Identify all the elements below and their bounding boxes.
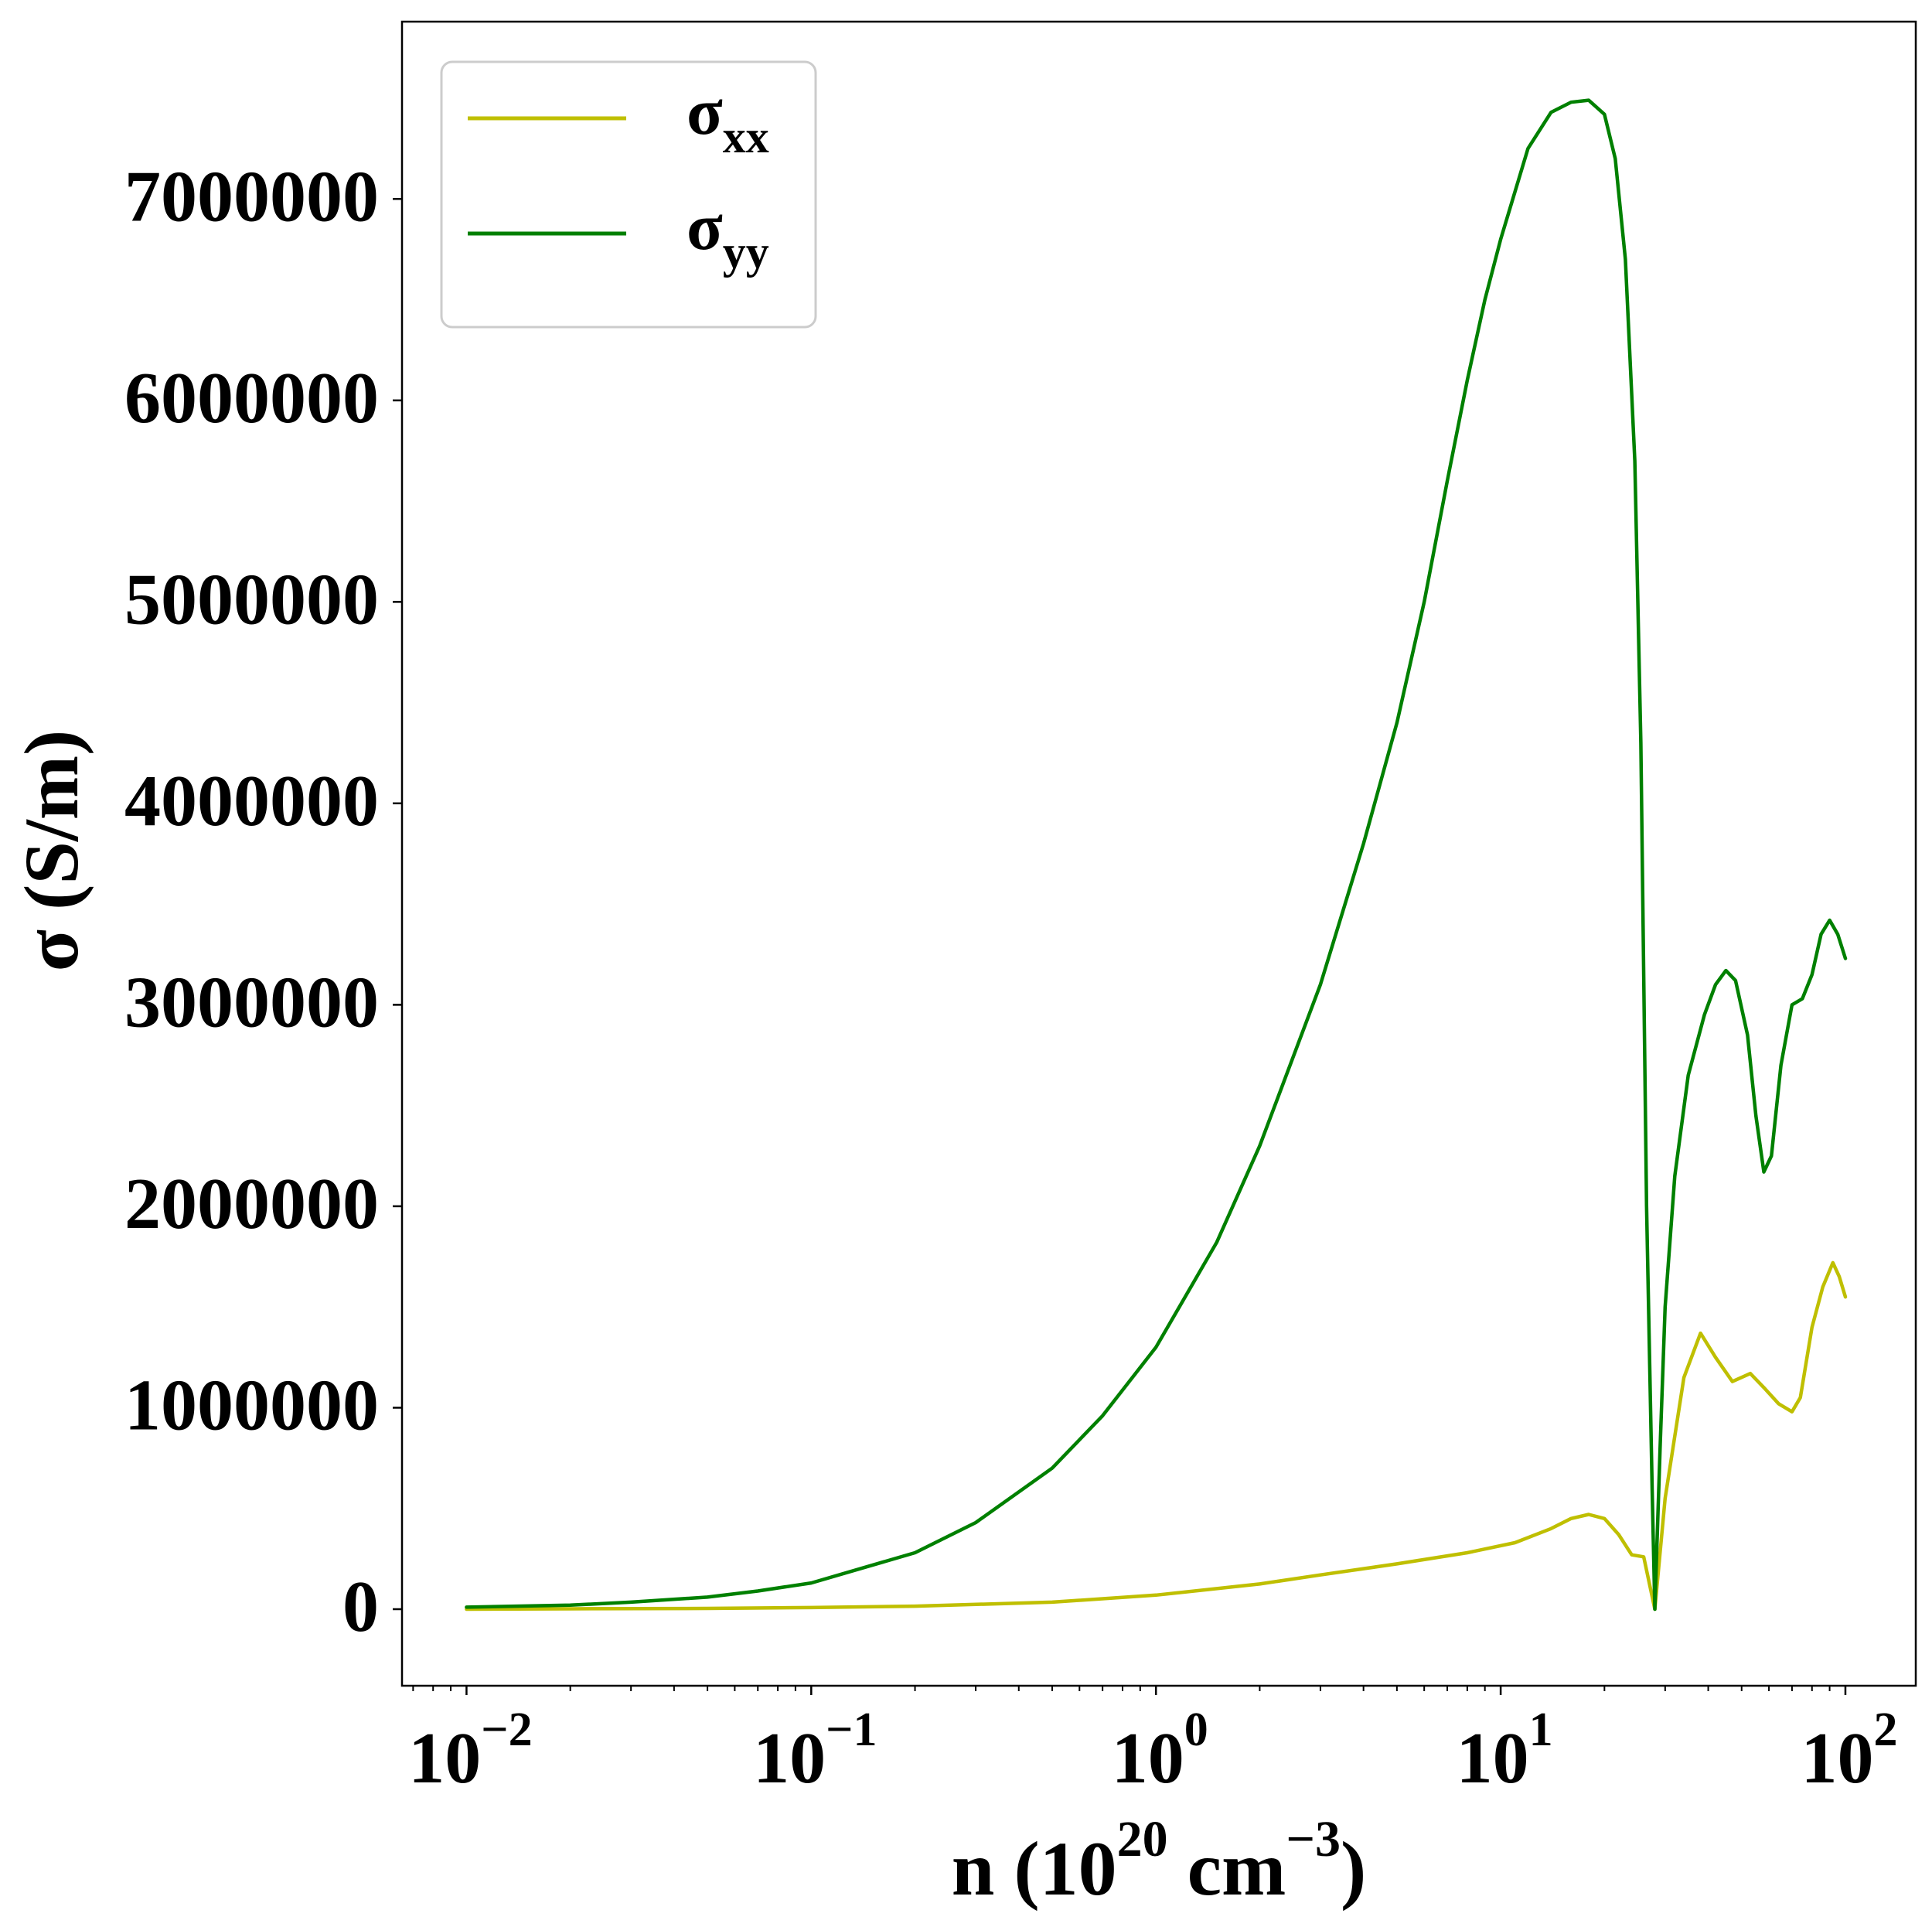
y-tick-label: 3000000 [124,962,379,1042]
x-axis-label: n (1020 cm−3) [952,1811,1367,1912]
y-tick-label: 4000000 [124,761,379,841]
y-tick-label: 6000000 [124,358,379,438]
x-tick-label: 100 [1112,1704,1208,1799]
y-axis-label: σ (S/m) [9,730,94,972]
x-tick-label: 102 [1801,1704,1897,1799]
y-tick-label: 2000000 [124,1164,379,1244]
axes: 0 1000000 2000000 3000000 4000000 5000000 6000… [9,22,1916,1912]
y-tick-label: 1000000 [124,1365,379,1445]
legend-box [441,62,816,327]
series-line-0 [466,1263,1845,1609]
x-tick-label: 101 [1457,1704,1553,1799]
x-tick-label: 10−1 [753,1704,877,1799]
y-tick-label: 5000000 [124,559,379,639]
y-tick-label: 0 [342,1567,379,1647]
x-tick-label: 10−2 [408,1704,532,1799]
y-tick-label: 7000000 [124,156,379,237]
